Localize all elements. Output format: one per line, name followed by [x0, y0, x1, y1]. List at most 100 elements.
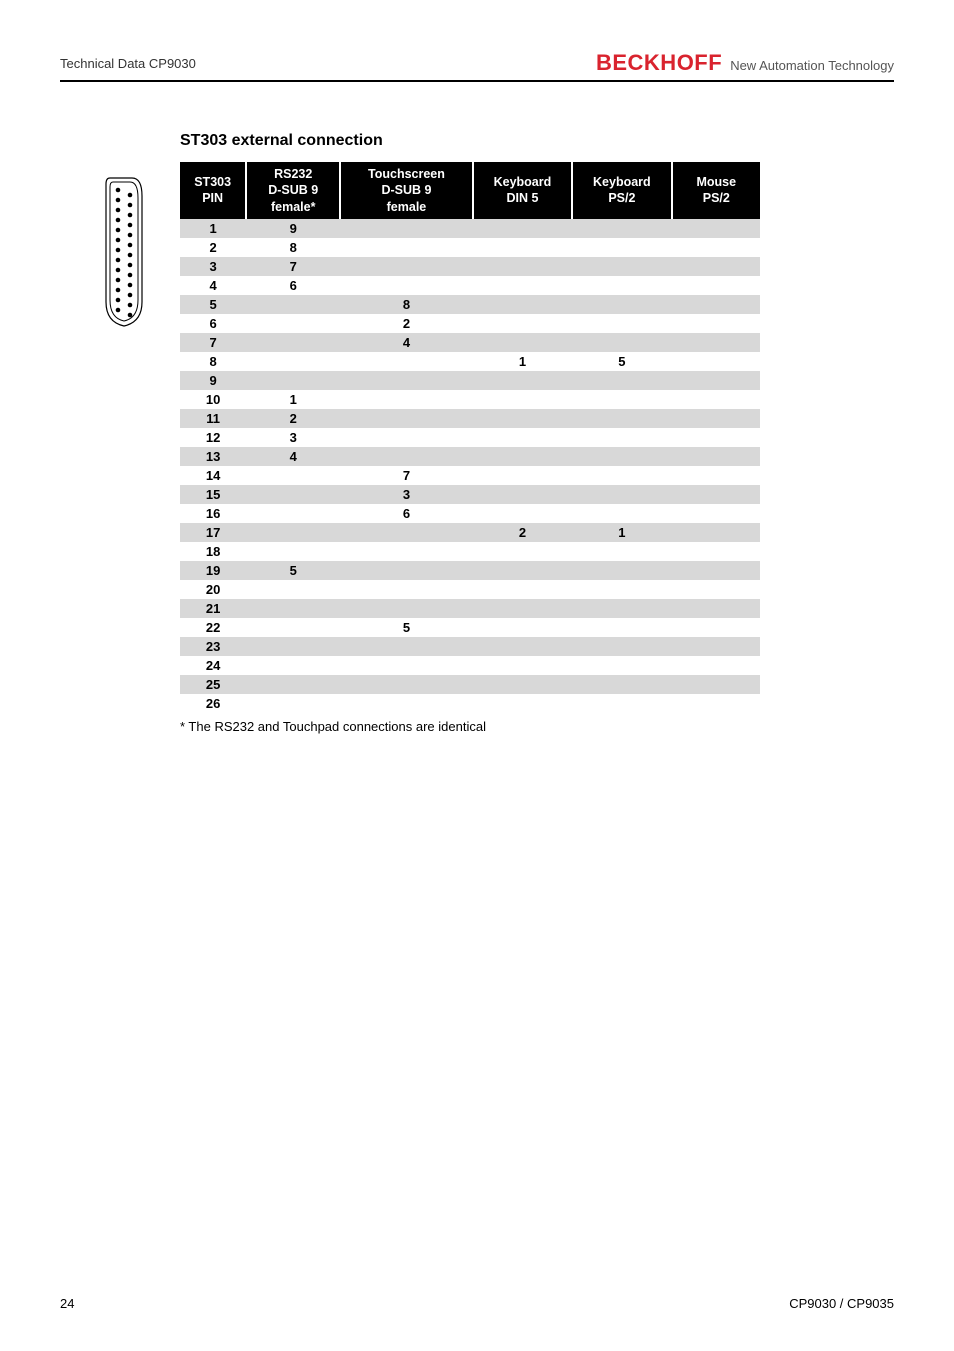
table-cell: 19 — [180, 561, 246, 580]
pin-connection-table: ST303PINRS232D-SUB 9female*TouchscreenD-… — [180, 162, 760, 713]
table-cell — [246, 333, 340, 352]
table-row: 195 — [180, 561, 760, 580]
table-cell — [340, 409, 473, 428]
table-cell: 9 — [180, 371, 246, 390]
table-cell — [473, 504, 572, 523]
table-cell — [672, 295, 760, 314]
table-row: 20 — [180, 580, 760, 599]
table-cell — [473, 580, 572, 599]
table-cell: 22 — [180, 618, 246, 637]
table-cell — [572, 504, 671, 523]
table-cell: 1 — [572, 523, 671, 542]
table-cell: 7 — [180, 333, 246, 352]
table-cell: 8 — [180, 352, 246, 371]
header-right: BECKHOFF New Automation Technology — [596, 50, 894, 76]
table-cell: 2 — [180, 238, 246, 257]
table-cell: 5 — [340, 618, 473, 637]
column-header: ST303PIN — [180, 162, 246, 219]
table-cell — [672, 409, 760, 428]
brand-logo-text: BECKHOFF — [596, 50, 722, 76]
table-cell: 6 — [180, 314, 246, 333]
table-cell — [672, 390, 760, 409]
table-cell — [340, 675, 473, 694]
table-row: 46 — [180, 276, 760, 295]
table-cell: 9 — [246, 219, 340, 238]
table-cell — [473, 561, 572, 580]
connector-diagram — [100, 132, 150, 734]
table-cell — [572, 599, 671, 618]
column-header: RS232D-SUB 9female* — [246, 162, 340, 219]
table-cell — [672, 219, 760, 238]
table-cell — [473, 599, 572, 618]
table-cell — [473, 466, 572, 485]
table-cell: 3 — [246, 428, 340, 447]
table-cell: 2 — [340, 314, 473, 333]
dsub-connector-icon — [100, 172, 150, 332]
table-cell — [672, 257, 760, 276]
table-cell — [246, 504, 340, 523]
table-row: 18 — [180, 542, 760, 561]
table-row: 1721 — [180, 523, 760, 542]
table-cell — [473, 295, 572, 314]
table-row: 101 — [180, 390, 760, 409]
table-cell — [473, 390, 572, 409]
table-cell — [572, 257, 671, 276]
table-cell — [340, 599, 473, 618]
table-cell: 25 — [180, 675, 246, 694]
table-cell: 2 — [246, 409, 340, 428]
table-cell — [340, 694, 473, 713]
table-cell: 24 — [180, 656, 246, 675]
table-cell — [572, 390, 671, 409]
table-cell — [572, 314, 671, 333]
table-cell — [246, 295, 340, 314]
table-cell — [672, 618, 760, 637]
table-cell: 8 — [246, 238, 340, 257]
table-row: 25 — [180, 675, 760, 694]
table-cell — [246, 371, 340, 390]
table-cell: 10 — [180, 390, 246, 409]
brand-tagline: New Automation Technology — [730, 58, 894, 73]
table-cell — [473, 675, 572, 694]
table-row: 134 — [180, 447, 760, 466]
table-cell — [672, 466, 760, 485]
table-cell — [473, 371, 572, 390]
column-header: TouchscreenD-SUB 9female — [340, 162, 473, 219]
table-cell: 23 — [180, 637, 246, 656]
table-cell: 4 — [180, 276, 246, 295]
table-cell — [473, 219, 572, 238]
table-row: 37 — [180, 257, 760, 276]
table-cell — [672, 656, 760, 675]
column-header: MousePS/2 — [672, 162, 760, 219]
table-cell — [572, 295, 671, 314]
table-cell — [572, 561, 671, 580]
table-cell — [572, 409, 671, 428]
table-cell — [672, 637, 760, 656]
table-cell — [340, 580, 473, 599]
table-row: 123 — [180, 428, 760, 447]
table-row: 153 — [180, 485, 760, 504]
table-cell — [672, 428, 760, 447]
table-cell — [340, 371, 473, 390]
table-cell — [672, 694, 760, 713]
table-cell — [473, 618, 572, 637]
table-cell — [340, 542, 473, 561]
table-cell — [572, 618, 671, 637]
table-cell — [473, 637, 572, 656]
table-row: 19 — [180, 219, 760, 238]
table-row: 58 — [180, 295, 760, 314]
table-cell: 14 — [180, 466, 246, 485]
table-cell — [572, 447, 671, 466]
table-cell: 3 — [180, 257, 246, 276]
table-cell — [572, 219, 671, 238]
table-cell — [572, 637, 671, 656]
table-cell — [672, 561, 760, 580]
table-cell — [473, 447, 572, 466]
table-cell — [340, 238, 473, 257]
table-cell: 3 — [340, 485, 473, 504]
table-cell — [246, 675, 340, 694]
table-cell — [246, 485, 340, 504]
table-cell — [246, 542, 340, 561]
table-cell — [246, 580, 340, 599]
table-cell — [340, 447, 473, 466]
table-cell — [246, 352, 340, 371]
